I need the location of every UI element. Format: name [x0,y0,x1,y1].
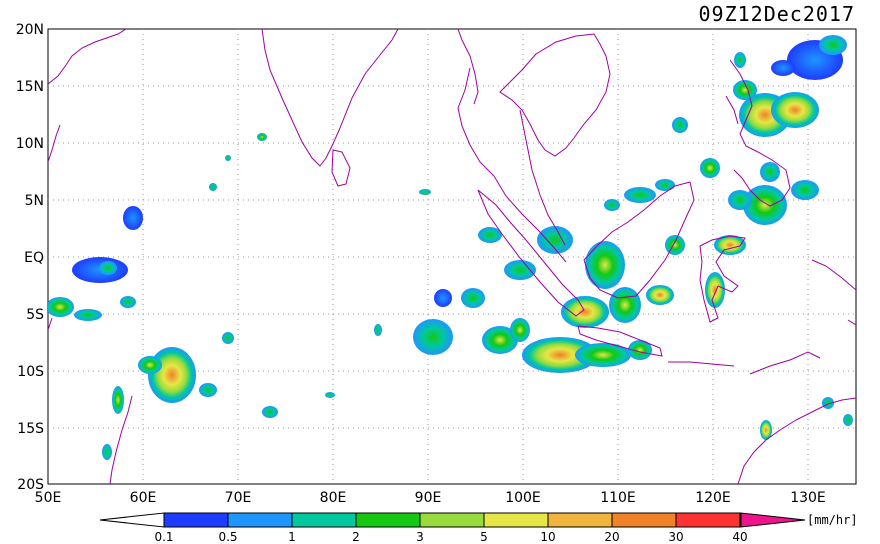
lon-label: 70E [225,490,252,506]
colorbar-cell [675,512,741,528]
lat-label: 10N [16,136,44,152]
colorbar-cell [547,512,613,528]
colorbar-cell [611,512,677,528]
colorbar-tick: 5 [480,530,488,544]
longitude-labels: 50E 60E 70E 80E 90E 100E 110E 120E 130E [35,490,826,506]
lat-label: 20N [16,22,44,38]
lon-label: 50E [35,490,62,506]
colorbar-tick: 30 [668,530,683,544]
lat-label: 20S [17,477,44,493]
lon-label: 100E [505,490,541,506]
lon-label: 90E [415,490,442,506]
colorbar-high-arrow [740,512,806,528]
colorbar-tick: 40 [732,530,747,544]
colorbar-cell [291,512,357,528]
map-frame [47,28,857,485]
colorbar-tick: 10 [540,530,555,544]
coastlines [48,29,856,484]
colorbar-cell [163,512,229,528]
colorbar-cell [355,512,421,528]
colorbar-cell [483,512,549,528]
lat-label: 15N [16,79,44,95]
lat-label: 15S [17,421,44,437]
colorbar-tick: 1 [288,530,296,544]
latitude-labels: 20N 15N 10N 5N EQ 5S 10S 15S 20S [16,22,44,493]
colorbar: 0.1 0.5 1 2 3 5 10 20 30 40 [mm/hr] [99,512,858,544]
colorbar-tick: 20 [604,530,619,544]
lat-label: 10S [17,364,44,380]
colorbar-tick: 0.1 [154,530,173,544]
rainfall-field [48,35,853,460]
colorbar-unit: [mm/hr] [807,513,858,527]
colorbar-low-arrow [99,512,165,528]
colorbar-cell [419,512,485,528]
map-title: 09Z12Dec2017 [699,2,856,26]
colorbar-tick: 3 [416,530,424,544]
lon-label: 120E [695,490,731,506]
colorbar-cell [227,512,293,528]
lat-label: 5N [25,193,44,209]
colorbar-tick: 0.5 [218,530,237,544]
lon-label: 110E [600,490,636,506]
lon-label: 80E [320,490,347,506]
lat-label: 5S [26,307,44,323]
lon-label: 60E [130,490,157,506]
colorbar-tick: 2 [352,530,360,544]
lat-label: EQ [24,250,44,266]
lon-label: 130E [790,490,826,506]
